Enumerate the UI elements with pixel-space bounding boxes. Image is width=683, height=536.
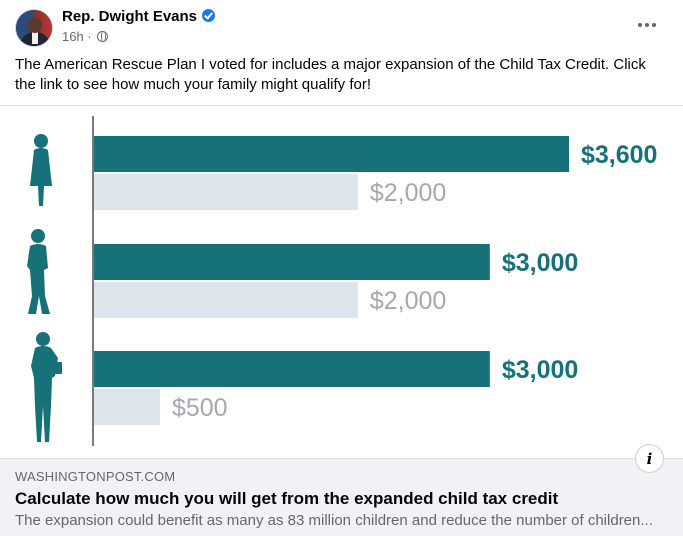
bar-value-label-secondary: $500 — [172, 394, 228, 422]
bar-value-label-secondary: $2,000 — [370, 179, 446, 207]
avatar-head — [28, 17, 42, 33]
bar-secondary — [94, 174, 358, 210]
bar-chart: $3,600 $2,000 $3,000 $2,000 $3,000 $500 — [27, 116, 657, 446]
post-time[interactable]: 16h — [62, 29, 84, 44]
author-avatar[interactable] — [15, 9, 53, 47]
more-dot-icon — [652, 23, 656, 27]
post-header: Rep. Dwight Evans 16h · — [0, 0, 683, 50]
bar-value-label-primary: $3,600 — [581, 141, 657, 169]
boy-silhouette-icon — [27, 229, 50, 314]
author-name[interactable]: Rep. Dwight Evans — [62, 8, 216, 25]
bar-secondary — [94, 389, 160, 425]
teen-silhouette-icon — [31, 332, 62, 442]
bar-value-label-secondary: $2,000 — [370, 287, 446, 315]
more-dot-icon — [645, 23, 649, 27]
more-dot-icon — [638, 23, 642, 27]
link-description: The expansion could benefit as many as 8… — [15, 512, 653, 529]
verified-badge-icon — [202, 9, 216, 22]
link-title[interactable]: Calculate how much you will get from the… — [15, 489, 559, 508]
bar-primary — [94, 136, 569, 172]
more-options-button[interactable] — [630, 10, 664, 40]
bar-value-label-primary: $3,000 — [502, 356, 578, 384]
link-preview[interactable]: WASHINGTONPOST.COM Calculate how much yo… — [0, 458, 683, 536]
link-domain: WASHINGTONPOST.COM — [15, 469, 176, 484]
girl-silhouette-icon — [30, 134, 52, 206]
bar-primary — [94, 244, 490, 280]
post-text: The American Rescue Plan I voted for inc… — [15, 56, 646, 93]
bar-secondary — [94, 282, 358, 318]
bar-primary — [94, 351, 490, 387]
chart-image[interactable]: $3,600 $2,000 $3,000 $2,000 $3,000 $500 — [0, 105, 683, 458]
author-name-text[interactable]: Rep. Dwight Evans — [62, 8, 198, 25]
meta-separator: · — [87, 29, 92, 44]
avatar-shirt — [32, 32, 38, 44]
info-icon[interactable]: i — [635, 444, 664, 473]
bar-value-label-primary: $3,000 — [502, 249, 578, 277]
globe-icon[interactable] — [97, 31, 109, 42]
post-meta: 16h · — [62, 29, 109, 44]
